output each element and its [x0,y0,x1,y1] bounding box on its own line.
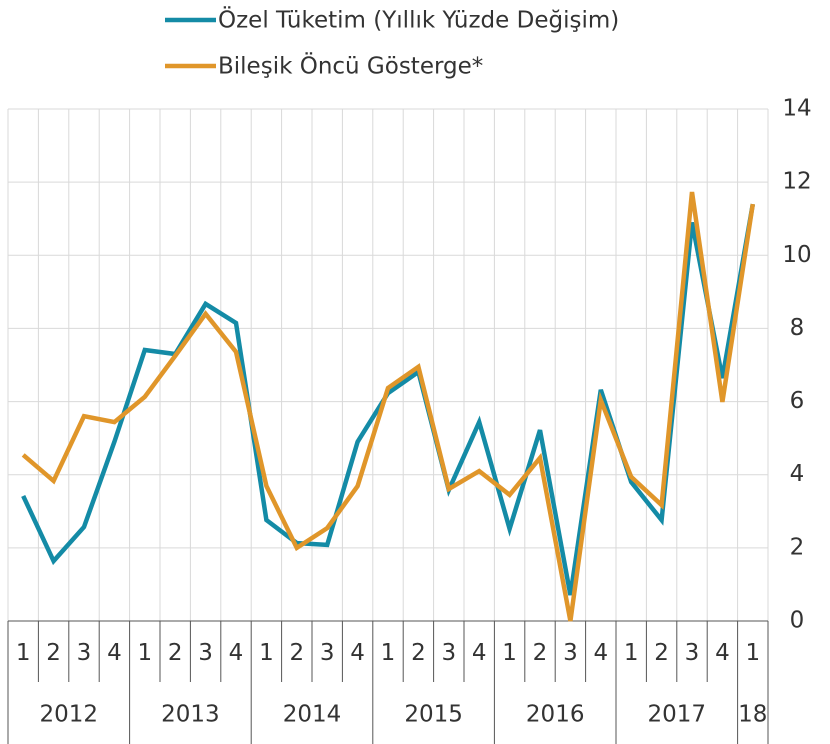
x-tick-label: 2 [654,640,669,666]
x-tick-label: 4 [107,640,122,666]
legend-label: Bileşik Öncü Gösterge* [218,52,483,80]
y-tick-label: 2 [790,534,805,560]
x-tick-label: 1 [624,640,639,666]
x-tick-label: 4 [229,640,244,666]
series-line [21,203,756,596]
x-tick-label: 3 [563,640,578,666]
x-tick-label: 2 [168,640,183,666]
x-group-label: 18 [738,702,767,728]
x-tick-label: 3 [77,640,92,666]
x-group-label: 2015 [404,702,463,728]
x-tick-label: 2 [533,640,548,666]
x-tick-label: 4 [472,640,487,666]
x-tick-label: 1 [381,640,396,666]
y-tick-label: 6 [790,388,805,414]
x-tick-label: 4 [593,640,608,666]
legend-label: Özel Tüketim (Yıllık Yüzde Değişim) [218,6,619,34]
x-tick-label: 2 [411,640,426,666]
y-tick-label: 8 [790,315,805,341]
x-tick-label: 4 [715,640,730,666]
x-tick-label: 1 [502,640,517,666]
y-tick-label: 12 [782,169,811,195]
x-tick-label: 3 [198,640,213,666]
x-group-label: 2012 [40,702,99,728]
x-tick-label: 2 [46,640,61,666]
x-group-label: 2013 [161,702,220,728]
x-tick-label: 3 [685,640,700,666]
x-tick-label: 4 [350,640,365,666]
x-tick-label: 2 [289,640,304,666]
x-tick-label: 3 [320,640,335,666]
y-tick-label: 4 [790,461,805,487]
y-tick-label: 10 [782,242,811,268]
series-line [21,191,756,622]
x-group-label: 2016 [526,702,585,728]
x-tick-label: 1 [137,640,152,666]
x-tick-label: 1 [259,640,274,666]
x-tick-label: 1 [16,640,31,666]
y-tick-label: 0 [790,608,805,634]
y-tick-label: 14 [782,96,811,122]
x-tick-label: 3 [441,640,456,666]
x-tick-label: 1 [745,640,760,666]
x-group-label: 2017 [648,702,707,728]
x-group-label: 2014 [283,702,342,728]
